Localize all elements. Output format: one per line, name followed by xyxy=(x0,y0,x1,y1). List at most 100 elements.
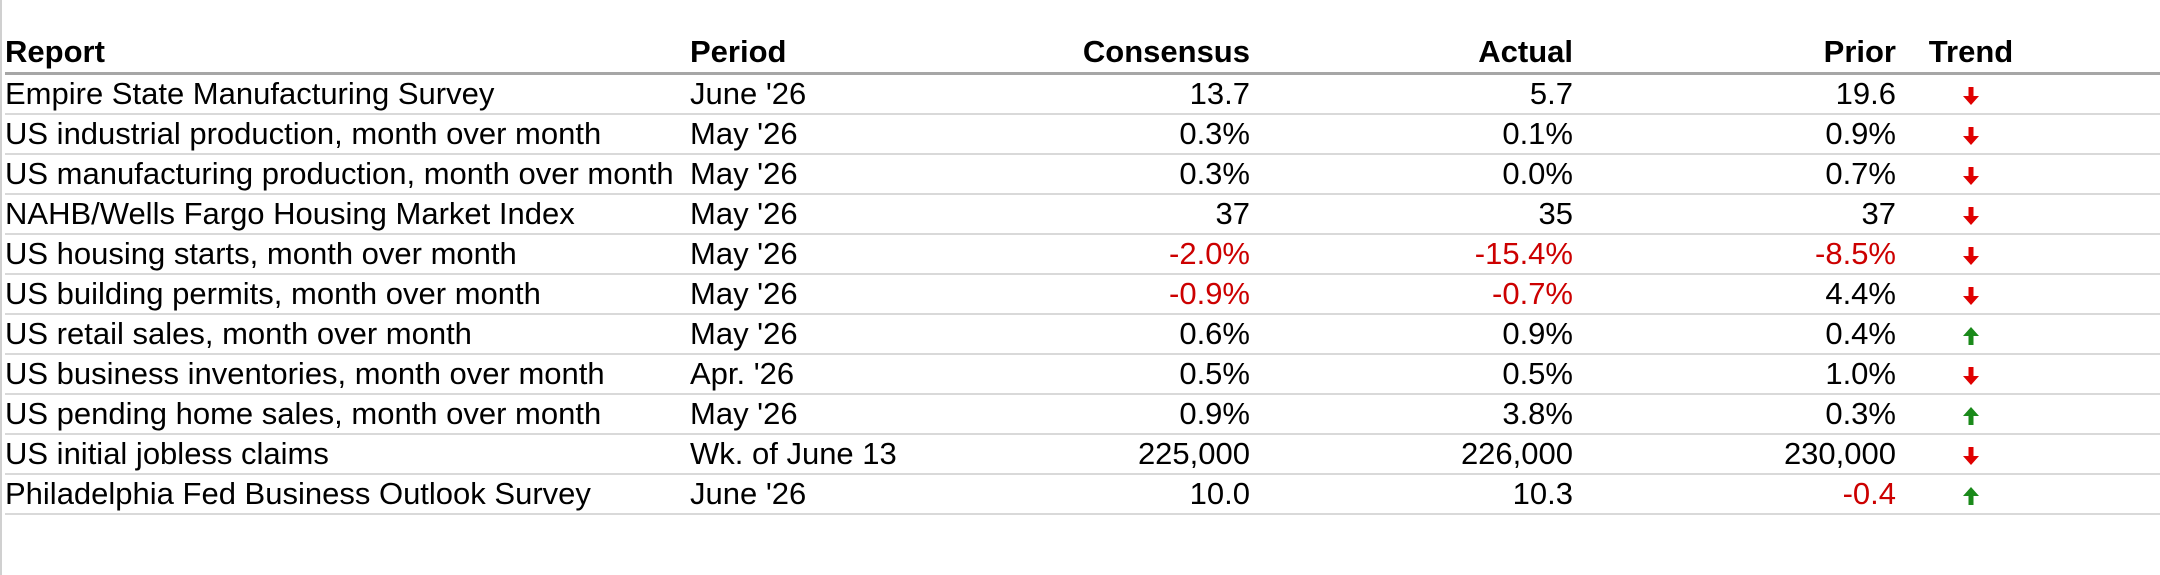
arrow-down-icon xyxy=(1963,446,1979,465)
consensus-cell: 0.3% xyxy=(905,114,1250,155)
table-row: US building permits, month over month May… xyxy=(5,274,2160,315)
trend-cell xyxy=(1896,274,2046,315)
header-row: Report Period Consensus Actual Prior Tre… xyxy=(5,28,2160,75)
report-cell: US initial jobless claims xyxy=(5,434,690,475)
report-cell: US retail sales, month over month xyxy=(5,314,690,355)
table-row: US manufacturing production, month over … xyxy=(5,154,2160,195)
prior-cell: 4.4% xyxy=(1573,274,1896,315)
report-cell: Philadelphia Fed Business Outlook Survey xyxy=(5,474,690,515)
period-cell: May '26 xyxy=(690,274,905,315)
trend-cell xyxy=(1896,114,2046,155)
table-row: US business inventories, month over mont… xyxy=(5,354,2160,395)
period-cell: May '26 xyxy=(690,314,905,355)
arrow-down-icon xyxy=(1963,206,1979,225)
arrow-down-icon xyxy=(1963,366,1979,385)
row-spacer xyxy=(2046,274,2160,315)
header-prior: Prior xyxy=(1573,28,1896,75)
table-row: US retail sales, month over month May '26… xyxy=(5,314,2160,355)
table-row: Empire State Manufacturing Survey June '2… xyxy=(5,73,2160,115)
report-cell: Empire State Manufacturing Survey xyxy=(5,73,690,115)
table-body: Empire State Manufacturing Survey June '2… xyxy=(5,73,2160,515)
arrow-down-icon xyxy=(1963,166,1979,185)
period-cell: Wk. of June 13 xyxy=(690,434,905,475)
table-row: NAHB/Wells Fargo Housing Market Index May… xyxy=(5,194,2160,235)
row-spacer xyxy=(2046,234,2160,275)
trend-cell xyxy=(1896,434,2046,475)
period-cell: May '26 xyxy=(690,194,905,235)
row-spacer xyxy=(2046,394,2160,435)
prior-cell: 37 xyxy=(1573,194,1896,235)
economic-reports-table: Report Period Consensus Actual Prior Tre… xyxy=(5,28,2160,515)
consensus-cell: 0.9% xyxy=(905,394,1250,435)
header-report: Report xyxy=(5,28,690,75)
consensus-cell: 0.5% xyxy=(905,354,1250,395)
period-cell: June '26 xyxy=(690,474,905,515)
period-cell: May '26 xyxy=(690,234,905,275)
actual-cell: 5.7 xyxy=(1250,73,1573,115)
actual-cell: -15.4% xyxy=(1250,234,1573,275)
trend-cell xyxy=(1896,73,2046,115)
actual-cell: 0.5% xyxy=(1250,354,1573,395)
consensus-cell: 37 xyxy=(905,194,1250,235)
report-cell: US building permits, month over month xyxy=(5,274,690,315)
left-border xyxy=(0,0,2,575)
prior-cell: 0.4% xyxy=(1573,314,1896,355)
row-spacer xyxy=(2046,434,2160,475)
header-period: Period xyxy=(690,28,905,75)
prior-cell: 19.6 xyxy=(1573,73,1896,115)
trend-cell xyxy=(1896,194,2046,235)
actual-cell: 3.8% xyxy=(1250,394,1573,435)
period-cell: May '26 xyxy=(690,154,905,195)
consensus-cell: -0.9% xyxy=(905,274,1250,315)
consensus-cell: 10.0 xyxy=(905,474,1250,515)
row-spacer xyxy=(2046,114,2160,155)
header-actual: Actual xyxy=(1250,28,1573,75)
consensus-cell: 0.3% xyxy=(905,154,1250,195)
arrow-up-icon xyxy=(1963,406,1979,425)
header-consensus: Consensus xyxy=(905,28,1250,75)
trend-cell xyxy=(1896,394,2046,435)
period-cell: Apr. '26 xyxy=(690,354,905,395)
report-cell: US pending home sales, month over month xyxy=(5,394,690,435)
actual-cell: 0.0% xyxy=(1250,154,1573,195)
actual-cell: 10.3 xyxy=(1250,474,1573,515)
arrow-down-icon xyxy=(1963,246,1979,265)
actual-cell: 226,000 xyxy=(1250,434,1573,475)
consensus-cell: 0.6% xyxy=(905,314,1250,355)
consensus-cell: -2.0% xyxy=(905,234,1250,275)
prior-cell: 0.7% xyxy=(1573,154,1896,195)
arrow-up-icon xyxy=(1963,486,1979,505)
report-cell: US business inventories, month over mont… xyxy=(5,354,690,395)
table-row: US housing starts, month over month May '… xyxy=(5,234,2160,275)
prior-cell: 1.0% xyxy=(1573,354,1896,395)
consensus-cell: 13.7 xyxy=(905,73,1250,115)
trend-cell xyxy=(1896,154,2046,195)
period-cell: May '26 xyxy=(690,114,905,155)
actual-cell: 0.9% xyxy=(1250,314,1573,355)
trend-cell xyxy=(1896,354,2046,395)
report-cell: US housing starts, month over month xyxy=(5,234,690,275)
table-row: US initial jobless claims Wk. of June 13 2… xyxy=(5,434,2160,475)
row-spacer xyxy=(2046,354,2160,395)
consensus-cell: 225,000 xyxy=(905,434,1250,475)
arrow-down-icon xyxy=(1963,286,1979,305)
table-row: US pending home sales, month over month M… xyxy=(5,394,2160,435)
header-trend: Trend xyxy=(1896,28,2046,75)
arrow-down-icon xyxy=(1963,86,1979,105)
table-row: US industrial production, month over mon… xyxy=(5,114,2160,155)
report-cell: US manufacturing production, month over … xyxy=(5,154,690,195)
report-cell: NAHB/Wells Fargo Housing Market Index xyxy=(5,194,690,235)
trend-cell xyxy=(1896,314,2046,355)
row-spacer xyxy=(2046,194,2160,235)
prior-cell: 0.9% xyxy=(1573,114,1896,155)
prior-cell: 230,000 xyxy=(1573,434,1896,475)
actual-cell: 0.1% xyxy=(1250,114,1573,155)
trend-cell xyxy=(1896,234,2046,275)
row-spacer xyxy=(2046,474,2160,515)
period-cell: June '26 xyxy=(690,73,905,115)
arrow-up-icon xyxy=(1963,326,1979,345)
arrow-down-icon xyxy=(1963,126,1979,145)
row-spacer xyxy=(2046,314,2160,355)
prior-cell: -8.5% xyxy=(1573,234,1896,275)
actual-cell: -0.7% xyxy=(1250,274,1573,315)
